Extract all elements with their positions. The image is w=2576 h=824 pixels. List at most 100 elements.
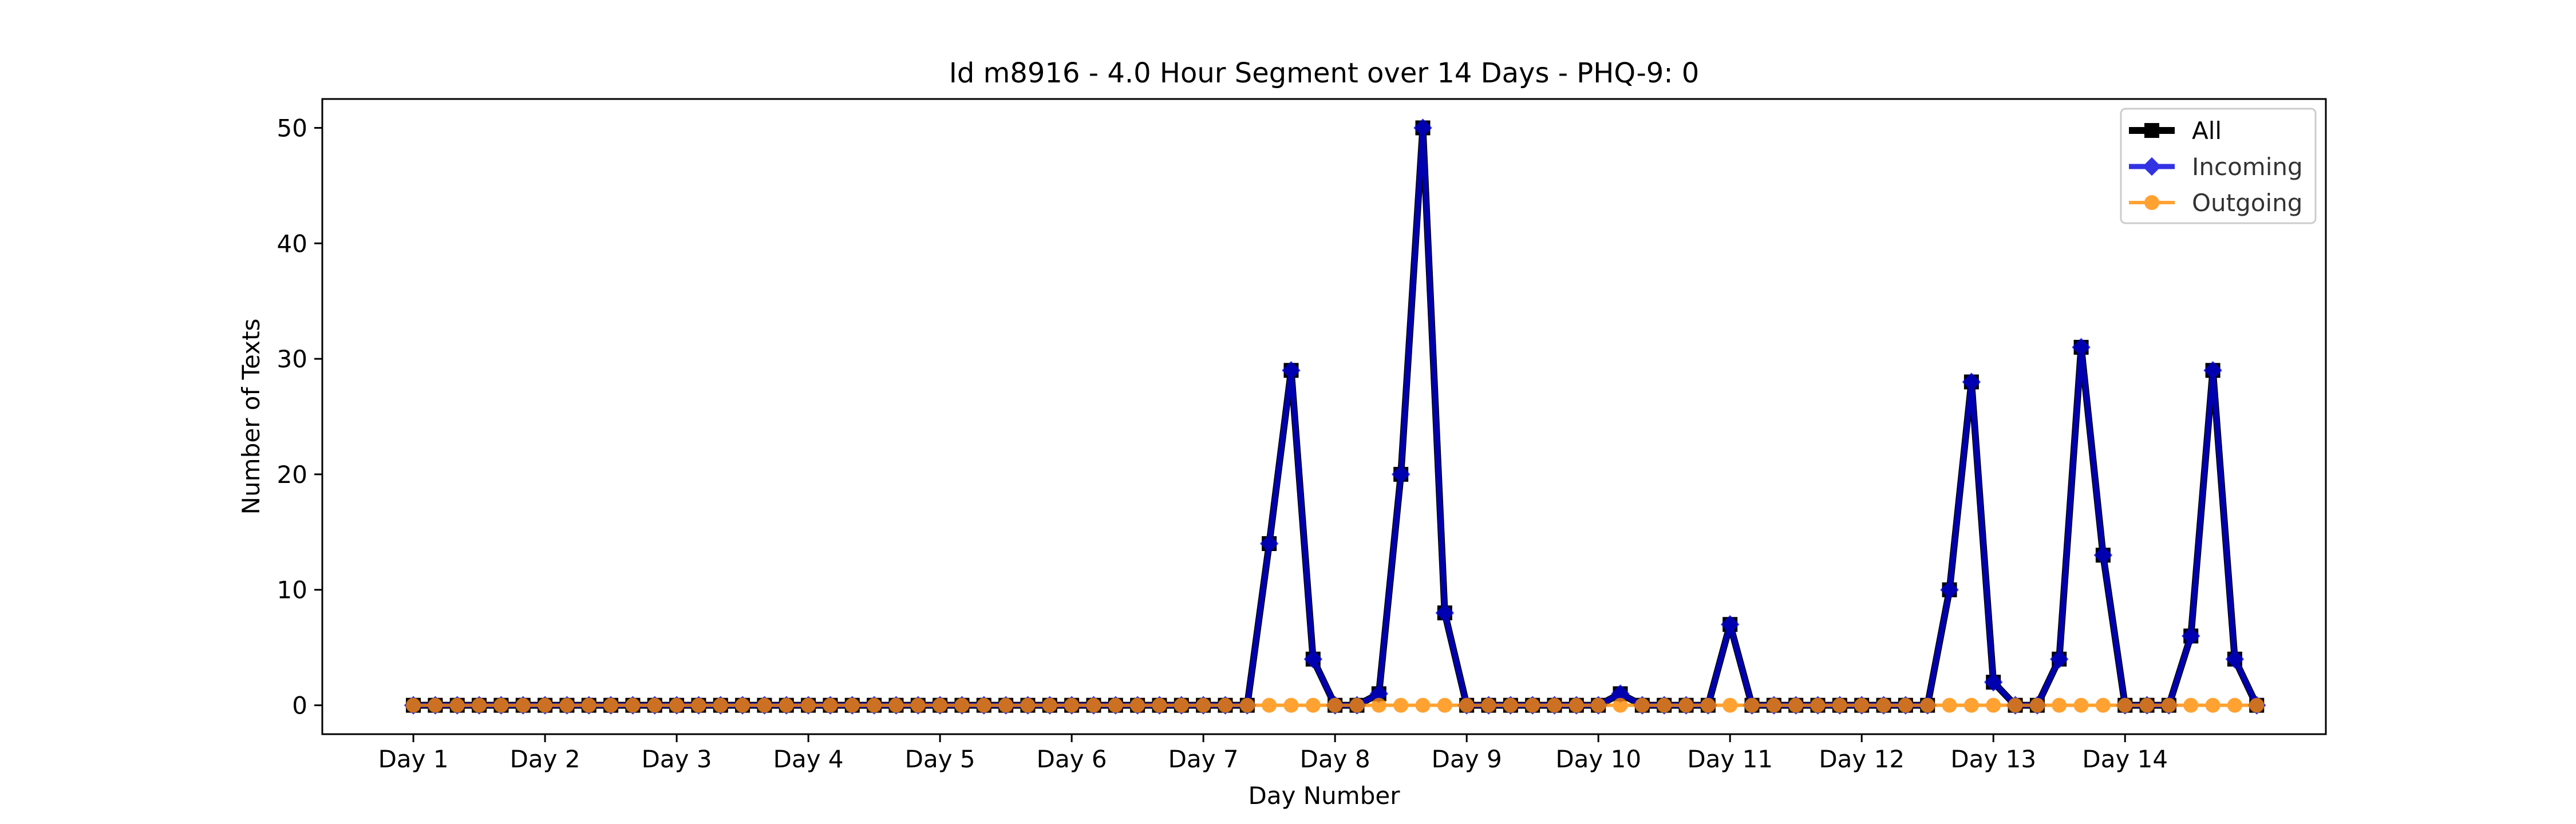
- data-point-outgoing: [954, 698, 970, 713]
- data-point-outgoing: [757, 698, 772, 713]
- x-tick-label: Day 12: [1819, 745, 1905, 773]
- data-point-outgoing: [449, 698, 465, 713]
- data-point-outgoing: [2183, 698, 2199, 713]
- data-point-outgoing: [1942, 698, 1957, 713]
- data-point-outgoing: [647, 698, 662, 713]
- x-tick-label: Day 10: [1555, 745, 1641, 773]
- data-point-outgoing: [2144, 195, 2159, 210]
- data-point-outgoing: [2205, 698, 2221, 713]
- data-point-incoming: [2181, 627, 2200, 645]
- data-point-incoming: [1940, 580, 1959, 599]
- data-point-incoming: [2203, 361, 2222, 380]
- data-point-outgoing: [1722, 698, 1738, 713]
- data-point-outgoing: [801, 698, 816, 713]
- data-point-outgoing: [1262, 698, 1277, 713]
- data-point-outgoing: [1766, 698, 1781, 713]
- data-point-outgoing: [1547, 698, 1562, 713]
- legend-label: All: [2192, 117, 2222, 145]
- data-point-outgoing: [1349, 698, 1365, 713]
- data-point-outgoing: [603, 698, 619, 713]
- legend-entry-all: All: [2129, 117, 2222, 145]
- legend-box: [2120, 108, 2317, 224]
- data-point-outgoing: [472, 698, 487, 713]
- data-point-outgoing: [2095, 698, 2111, 713]
- data-point-incoming: [1303, 649, 1323, 669]
- data-point-outgoing: [2029, 698, 2045, 713]
- data-point-outgoing: [1810, 698, 1826, 713]
- data-point-outgoing: [2161, 698, 2176, 713]
- data-point-outgoing: [1218, 698, 1233, 713]
- data-point-outgoing: [933, 698, 948, 713]
- y-tick-label: 50: [277, 114, 307, 142]
- legend-entry-outgoing: Outgoing: [2129, 189, 2302, 217]
- data-point-incoming: [1413, 118, 1432, 137]
- plot-area-frame: [321, 98, 2327, 735]
- data-point-incoming: [1720, 615, 1740, 634]
- data-point-incoming: [1391, 465, 1411, 484]
- legend: All Incoming Outgoing: [2120, 108, 2317, 224]
- data-point-outgoing: [735, 698, 750, 713]
- data-point-outgoing: [2073, 698, 2089, 713]
- data-point-outgoing: [2139, 698, 2155, 713]
- data-point-outgoing: [515, 698, 531, 713]
- data-point-outgoing: [1196, 698, 1211, 713]
- data-point-outgoing: [998, 698, 1014, 713]
- data-point-outgoing: [1591, 698, 1606, 713]
- legend-label: Incoming: [2192, 153, 2303, 181]
- x-tick-label: Day 1: [378, 745, 449, 773]
- data-point-incoming: [1435, 603, 1455, 623]
- data-point-outgoing: [625, 698, 641, 713]
- data-point-outgoing: [2008, 698, 2023, 713]
- x-axis: Day 1 Day 2 Day 3 Day 4 Day 5 Day 6 Day 7 Day 8…: [378, 734, 2168, 773]
- y-tick-label: 20: [277, 461, 307, 489]
- chart-title: Id m8916 - 4.0 Hour Segment over 14 Days…: [949, 57, 1700, 89]
- data-point-outgoing: [1459, 698, 1475, 713]
- y-tick-label: 40: [277, 229, 307, 258]
- data-point-outgoing: [823, 698, 838, 713]
- data-point-outgoing: [1986, 698, 2001, 713]
- data-point-outgoing: [1437, 698, 1452, 713]
- data-point-incoming: [2049, 649, 2069, 669]
- data-point-outgoing: [1568, 698, 1584, 713]
- x-axis-label: Day Number: [1248, 782, 1400, 810]
- data-point-incoming: [2093, 545, 2113, 565]
- y-tick-label: 10: [277, 576, 307, 604]
- data-point-incoming: [1611, 684, 1630, 703]
- data-point-outgoing: [844, 698, 860, 713]
- data-point-outgoing: [1108, 698, 1123, 713]
- data-point-incoming: [1962, 373, 1981, 391]
- data-point-outgoing: [1415, 698, 1431, 713]
- data-point-outgoing: [1042, 698, 1057, 713]
- data-point-outgoing: [976, 698, 991, 713]
- data-point-outgoing: [1130, 698, 1145, 713]
- data-point-outgoing: [406, 698, 421, 713]
- data-point-incoming: [2225, 649, 2245, 669]
- data-point-outgoing: [493, 698, 509, 713]
- data-point-incoming: [2072, 338, 2091, 357]
- x-tick-label: Day 11: [1687, 745, 1773, 773]
- data-point-outgoing: [1963, 698, 1979, 713]
- data-point-outgoing: [559, 698, 575, 713]
- data-point-outgoing: [1920, 698, 1935, 713]
- x-tick-label: Day 2: [510, 745, 580, 773]
- data-point-outgoing: [1876, 698, 1891, 713]
- data-point-incoming: [1369, 684, 1389, 703]
- data-point-outgoing: [428, 698, 443, 713]
- data-point-outgoing: [910, 698, 926, 713]
- data-point-outgoing: [538, 698, 553, 713]
- data-point-outgoing: [691, 698, 706, 713]
- x-tick-label: Day 4: [773, 745, 844, 773]
- data-point-outgoing: [1152, 698, 1167, 713]
- data-point-outgoing: [1678, 698, 1694, 713]
- series-layer: [404, 118, 2266, 715]
- data-point-outgoing: [2227, 698, 2242, 713]
- y-axis-label: Number of Texts: [237, 319, 265, 515]
- data-point-outgoing: [713, 698, 728, 713]
- legend-label: Outgoing: [2192, 189, 2302, 217]
- data-point-outgoing: [1174, 698, 1189, 713]
- data-point-outgoing: [1393, 698, 1409, 713]
- data-point-outgoing: [2249, 698, 2265, 713]
- data-point-outgoing: [1481, 698, 1496, 713]
- legend-entry-incoming: Incoming: [2129, 153, 2303, 181]
